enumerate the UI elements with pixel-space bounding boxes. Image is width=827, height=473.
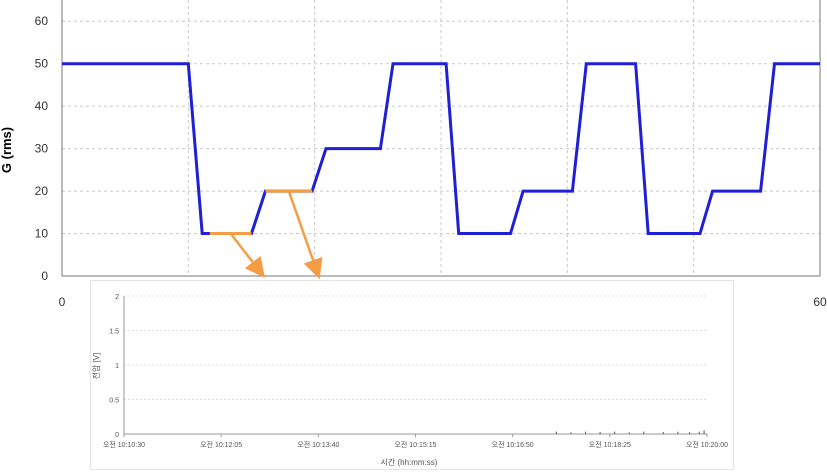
- y-tick-label: 0: [41, 269, 48, 283]
- x-tick-label: 오전 10:15:15: [394, 440, 436, 449]
- y-tick-label: 1: [115, 363, 119, 370]
- y-tick-label: 2: [115, 294, 119, 301]
- y-tick-label: 0: [115, 432, 119, 439]
- y-tick-label: 1.5: [109, 329, 119, 336]
- inset-chart-gridlines: [124, 295, 707, 400]
- x-tick-label: 오전 10:13:40: [297, 440, 339, 449]
- x-tick-label: 오전 10:10:30: [103, 440, 145, 449]
- y-tick-label: 0.5: [109, 398, 119, 405]
- x-tick-label: 60: [813, 295, 827, 309]
- inset-chart: 0 0.5 1 1.5 2 오전 10:10:30 오전 10:12:05 오전 10:13…: [91, 294, 728, 467]
- highlight-arrow: [287, 190, 323, 280]
- main-chart-axes: [61, 0, 821, 277]
- y-tick-label: 40: [35, 99, 49, 113]
- inset-chart-x-axis-label: 시간 (hh:mm:ss): [381, 457, 438, 467]
- inset-chart-panel: 0 0.5 1 1.5 2 오전 10:10:30 오전 10:12:05 오전 10:13…: [90, 280, 734, 470]
- main-chart-y-axis-label: G (rms): [0, 127, 14, 173]
- y-tick-label: 60: [35, 14, 49, 28]
- inset-chart-x-tick-labels: 오전 10:10:30 오전 10:12:05 오전 10:13:40 오전 10:1…: [103, 440, 728, 449]
- inset-chart-series: [555, 430, 705, 434]
- main-chart-x-tick-labels: 0 60: [59, 295, 827, 309]
- main-chart-y-tick-labels: 0 10 20 30 40 50 60: [35, 14, 49, 283]
- y-tick-label: 50: [35, 57, 49, 71]
- y-tick-label: 20: [35, 184, 49, 198]
- x-tick-label: 오전 10:12:05: [200, 440, 242, 449]
- highlight-arrow: [229, 232, 265, 278]
- inset-chart-y-axis-label: 전압 [V]: [91, 353, 101, 380]
- y-tick-label: 10: [35, 227, 49, 241]
- x-tick-label: 오전 10:20:00: [686, 440, 728, 449]
- x-tick-label: 0: [59, 295, 66, 309]
- x-tick-label: 오전 10:18:25: [589, 440, 631, 449]
- y-tick-label: 30: [35, 142, 49, 156]
- inset-chart-y-tick-labels: 0 0.5 1 1.5 2: [109, 294, 119, 439]
- main-chart-annotations: [209, 189, 323, 280]
- x-tick-label: 오전 10:16:50: [492, 440, 534, 449]
- main-chart-gridlines: [62, 0, 820, 276]
- inset-chart-axes: [123, 296, 708, 437]
